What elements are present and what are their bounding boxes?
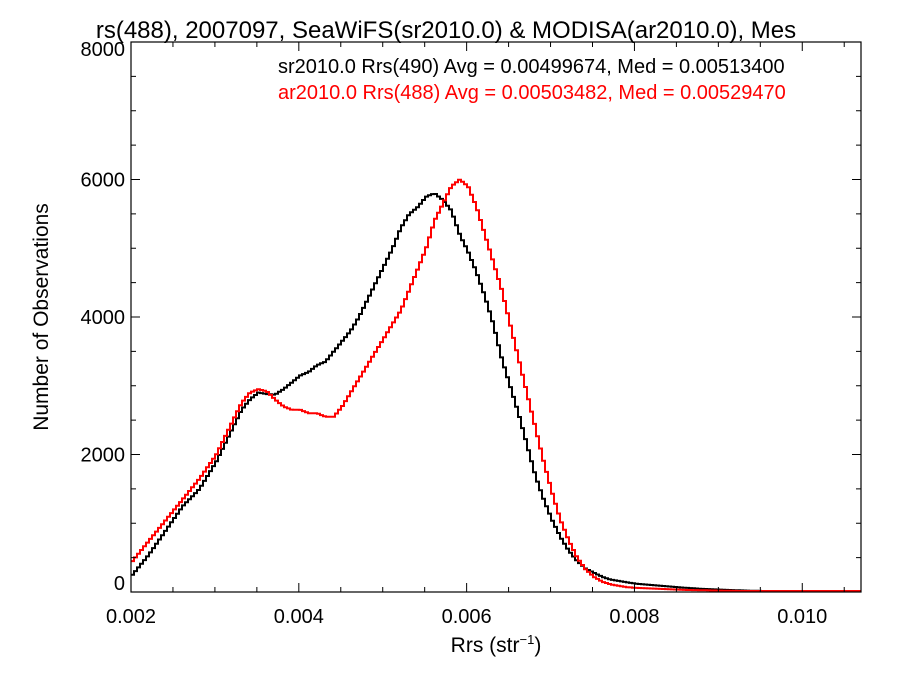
y-tick-label: 0: [114, 573, 125, 595]
legend-entry-sr2010: sr2010.0 Rrs(490) Avg = 0.00499674, Med …: [278, 56, 785, 78]
y-tick-label: 2000: [81, 445, 126, 467]
x-axis-title-close: ): [534, 634, 541, 657]
x-axis: 0.002 0.004 0.006 0.008 0.010: [106, 42, 845, 628]
x-tick-label: 0.006: [442, 606, 492, 628]
chart-title: rs(488), 2007097, SeaWiFS(sr2010.0) & MO…: [96, 17, 796, 44]
y-tick-label: 6000: [81, 170, 126, 192]
y-axis-title: Number of Observations: [30, 203, 53, 431]
series-line-ar2010: [131, 178, 861, 592]
series-layer: [131, 178, 861, 592]
y-tick-label: 4000: [81, 307, 126, 329]
x-axis-title: Rrs (str−1): [451, 632, 542, 657]
legend-entry-ar2010: ar2010.0 Rrs(488) Avg = 0.00503482, Med …: [278, 82, 786, 104]
legend: sr2010.0 Rrs(490) Avg = 0.00499674, Med …: [278, 56, 786, 104]
x-tick-label: 0.002: [106, 606, 156, 628]
x-axis-title-main: Rrs (str: [451, 634, 520, 657]
plot-frame: [130, 41, 862, 593]
x-axis-title-superscript: −1: [520, 632, 535, 647]
x-tick-label: 0.004: [274, 606, 324, 628]
y-tick-label: 8000: [81, 39, 126, 61]
x-tick-label: 0.008: [609, 606, 659, 628]
y-axis: 0 2000 4000 6000 8000: [81, 39, 861, 595]
x-tick-label: 0.010: [777, 606, 827, 628]
series-line-sr2010: [131, 193, 861, 592]
